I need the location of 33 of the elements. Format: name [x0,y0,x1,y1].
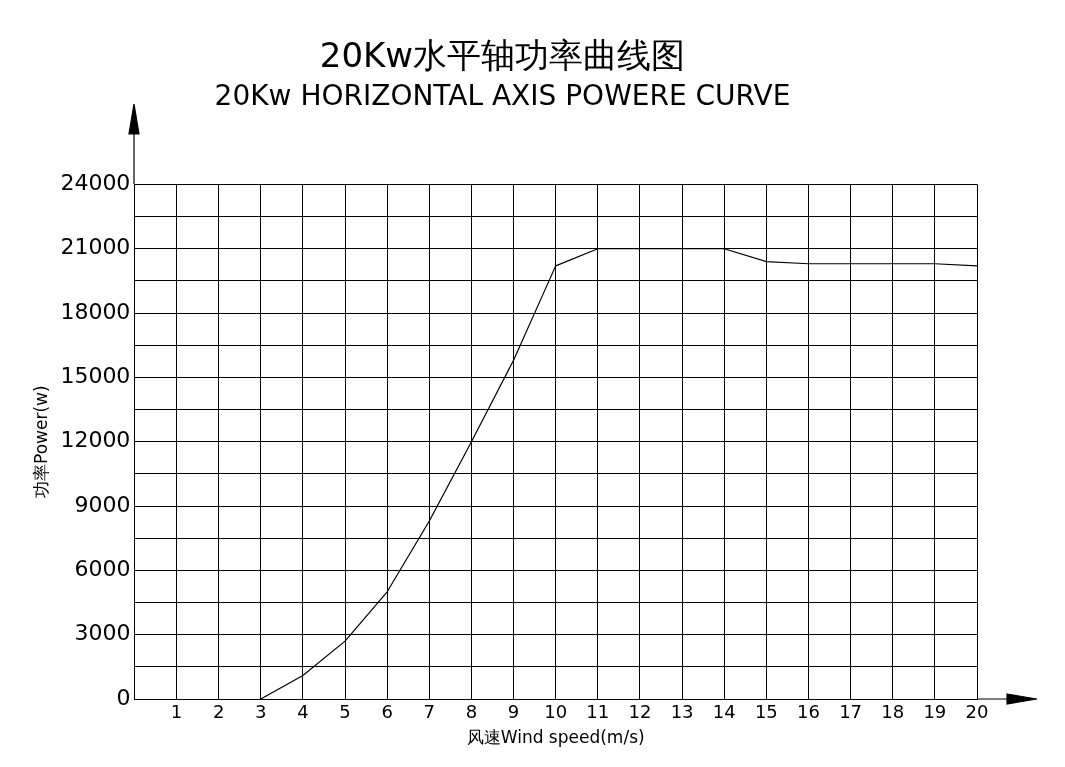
x-tick-label: 9 [507,701,520,723]
y-tick-label: 15000 [60,363,131,389]
x-tick-label: 12 [628,701,652,723]
x-tick-label: 19 [923,701,947,723]
x-tick-label: 1 [170,701,183,723]
x-tick-label: 5 [339,701,351,723]
x-tick-label: 18 [881,701,905,723]
x-tick-label: 16 [797,701,820,723]
x-tick-label: 15 [754,701,778,723]
x-tick-label: 13 [670,701,694,723]
x-tick-label: 3 [255,701,267,723]
x-tick-label: 20 [965,701,989,723]
y-tick-label: 0 [116,684,131,710]
y-tick-label: 18000 [60,298,131,324]
x-axis-title: 风速Wind speed(m/s) [466,727,645,748]
y-tick-label: 9000 [74,491,131,517]
x-tick-label: 4 [297,701,309,723]
x-tick-label: 11 [586,701,610,723]
x-tick-label: 8 [465,701,478,723]
x-tick-label: 2 [212,701,225,723]
chart-subtitle: 20Kw HORIZONTAL AXIS POWERE CURVE [214,78,791,112]
y-tick-label: 24000 [60,170,131,196]
x-tick-label: 6 [381,701,393,723]
y-tick-label: 21000 [60,234,131,260]
x-tick-label: 10 [544,701,568,723]
x-tick-label: 7 [423,701,436,723]
y-tick-label: 6000 [74,556,131,582]
y-tick-label: 3000 [74,620,131,646]
y-tick-label: 12000 [60,427,131,453]
y-axis-title: 功率Power(w) [30,385,51,498]
x-tick-label: 14 [712,701,736,723]
x-tick-label: 17 [839,701,863,723]
chart-title: 20Kw水平轴功率曲线图 [319,35,686,76]
